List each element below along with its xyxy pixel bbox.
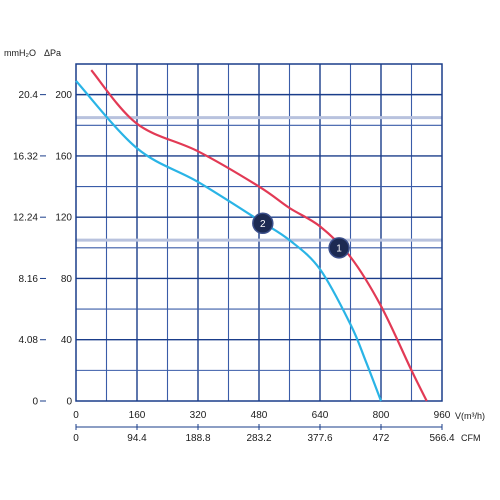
y-tick-label-pa: 160 <box>55 151 72 162</box>
y-unit-label-left: mmH₂O <box>4 48 36 58</box>
x-tick-label-m3h: 800 <box>373 410 390 421</box>
curve-markers: 12 <box>252 212 350 259</box>
x-tick-label-cfm: 377.6 <box>307 433 332 444</box>
marker-circle <box>252 212 274 235</box>
x-tick-label-cfm: 566.4 <box>429 433 454 444</box>
plot-frame <box>75 63 443 402</box>
curve-marker-1: 1 <box>328 237 350 259</box>
y-tick-label-mmh2o: 4.08 <box>19 335 39 346</box>
x-tick-label-m3h: 960 <box>434 410 451 421</box>
x-tick-label-m3h: 640 <box>312 410 329 421</box>
curve-series-1 <box>90 69 428 402</box>
x-tick-label-m3h: 320 <box>190 410 207 421</box>
x-tick-label-m3h: 160 <box>129 410 146 421</box>
y-tick-label-pa: 120 <box>55 213 72 224</box>
y-tick-label-mmh2o: 12.24 <box>13 213 38 224</box>
x-tick-label-m3h: 0 <box>73 410 79 421</box>
x-tick-label-cfm: 188.8 <box>185 433 210 444</box>
y-tick-label-pa: 80 <box>61 274 73 285</box>
y-tick-label-mmh2o: 8.16 <box>19 274 39 285</box>
x-tick-label-cfm: 472 <box>373 433 390 444</box>
curve-marker-2: 2 <box>252 212 274 235</box>
marker-circle <box>328 237 350 259</box>
x-tick-label-cfm: 94.4 <box>127 433 147 444</box>
y-tick-label-pa: 0 <box>66 397 72 408</box>
y-tick-label-mmh2o: 16.32 <box>13 151 38 162</box>
x2-unit-label: CFM <box>461 433 481 443</box>
y-tick-label-pa: 40 <box>61 335 73 346</box>
y-tick-label-mmh2o: 0 <box>32 397 38 408</box>
curve-series-2 <box>75 80 383 402</box>
marker-label: 2 <box>260 219 266 230</box>
y-unit-label-right: ΔPa <box>44 48 61 58</box>
x-tick-label-m3h: 480 <box>251 410 268 421</box>
y-tick-label-pa: 200 <box>55 90 72 101</box>
x-unit-label: V(m³/h) <box>455 411 485 421</box>
y-tick-label-mmh2o: 20.4 <box>19 90 39 101</box>
x-tick-label-cfm: 283.2 <box>246 433 271 444</box>
curves <box>75 69 428 402</box>
x-tick-label-cfm: 0 <box>73 433 79 444</box>
marker-label: 1 <box>336 243 342 254</box>
